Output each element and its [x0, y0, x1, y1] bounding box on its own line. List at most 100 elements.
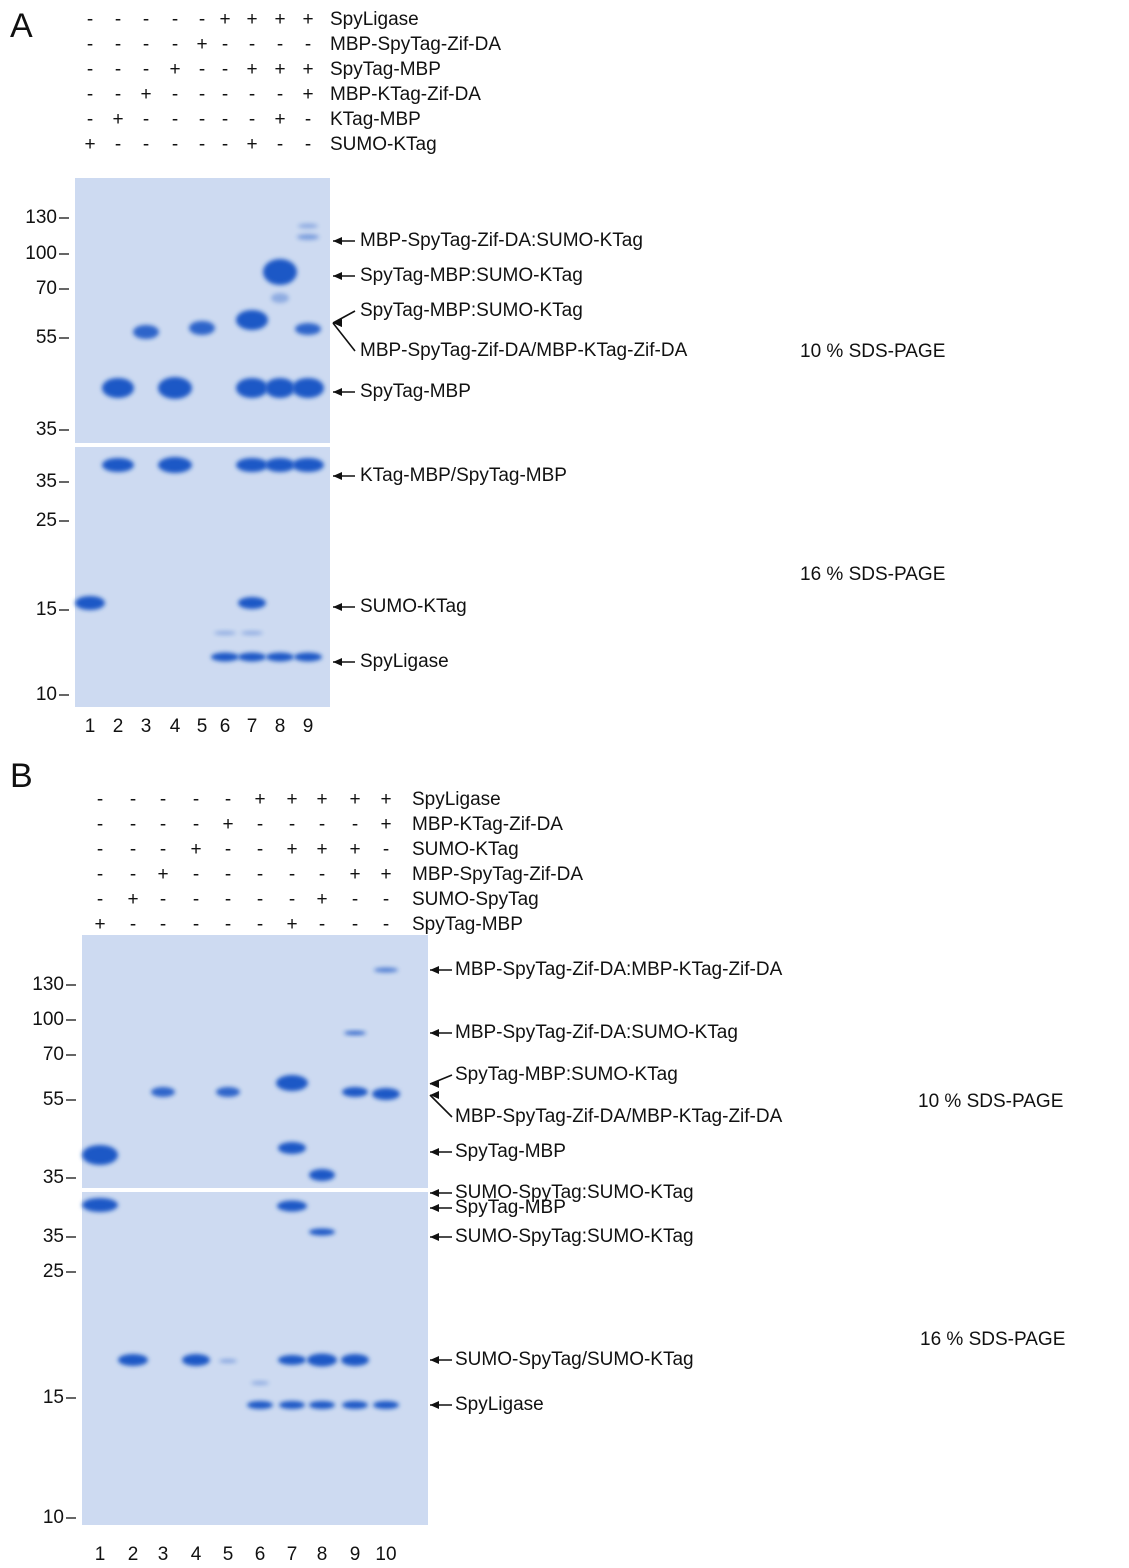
marker-label: 15 — [43, 1387, 64, 1408]
sign: + — [94, 914, 105, 935]
band — [309, 1401, 335, 1409]
lane-number: 1 — [95, 1544, 106, 1565]
band-annotation: SpyTag-MBP — [455, 1197, 566, 1218]
sign: - — [225, 914, 231, 935]
figure: A-----++++SpyLigase----+----MBP-SpyTag-Z… — [0, 0, 1129, 1568]
band — [292, 378, 324, 398]
sign: + — [316, 789, 327, 810]
sign: - — [115, 134, 121, 155]
sign: - — [172, 134, 178, 155]
sign: - — [143, 9, 149, 30]
sign: - — [97, 864, 103, 885]
lane-number: 4 — [191, 1544, 202, 1565]
band — [372, 1088, 400, 1100]
sign: + — [349, 789, 360, 810]
sign: - — [199, 84, 205, 105]
lane-number: 7 — [247, 716, 258, 737]
sign: + — [286, 839, 297, 860]
band-annotation: MBP-SpyTag-Zif-DA/MBP-KTag-Zif-DA — [455, 1106, 783, 1127]
lane-number: 9 — [303, 716, 314, 737]
sign: - — [383, 889, 389, 910]
sign: - — [383, 914, 389, 935]
sign: - — [319, 914, 325, 935]
sign: + — [274, 9, 285, 30]
gel-label: 10 % SDS-PAGE — [800, 341, 945, 362]
band — [374, 968, 398, 973]
band — [265, 458, 295, 472]
band — [342, 1087, 368, 1097]
arrow-head — [333, 237, 342, 245]
band — [271, 293, 289, 303]
sign: - — [222, 134, 228, 155]
band — [307, 1354, 337, 1367]
sign: + — [190, 839, 201, 860]
lane-number: 5 — [197, 716, 208, 737]
band — [247, 1401, 273, 1409]
gel — [75, 178, 330, 443]
band — [295, 323, 321, 335]
sign: - — [172, 109, 178, 130]
band — [342, 1401, 368, 1409]
marker-label: 35 — [36, 471, 57, 492]
marker-label: 70 — [43, 1044, 64, 1065]
lane-number: 3 — [158, 1544, 169, 1565]
sign: - — [319, 864, 325, 885]
arrow-head — [333, 472, 342, 480]
band — [75, 596, 105, 610]
sign: + — [140, 84, 151, 105]
arrow-head — [430, 1233, 439, 1241]
band-annotation: KTag-MBP/SpyTag-MBP — [360, 465, 567, 486]
sign: - — [277, 134, 283, 155]
condition-label: MBP-SpyTag-Zif-DA — [330, 34, 501, 55]
lane-number: 4 — [170, 716, 181, 737]
sign: - — [172, 9, 178, 30]
arrow-head — [333, 388, 342, 396]
sign: - — [87, 84, 93, 105]
sign: - — [87, 59, 93, 80]
band-annotation: SpyLigase — [455, 1394, 544, 1415]
marker-label: 55 — [43, 1089, 64, 1110]
band — [211, 653, 239, 662]
marker-label: 130 — [25, 207, 57, 228]
sign: + — [222, 814, 233, 835]
arrow-head — [430, 1401, 439, 1409]
sign: - — [193, 789, 199, 810]
band — [236, 310, 268, 330]
lane-number: 5 — [223, 1544, 234, 1565]
lane-number: 2 — [113, 716, 124, 737]
arrow — [333, 311, 355, 323]
sign: - — [87, 9, 93, 30]
band — [236, 378, 268, 398]
sign: - — [277, 84, 283, 105]
lane-number: 6 — [220, 716, 231, 737]
gel — [82, 935, 428, 1188]
arrow-head — [333, 272, 342, 280]
band — [263, 259, 297, 285]
band-annotation: MBP-SpyTag-Zif-DA/MBP-KTag-Zif-DA — [360, 340, 688, 361]
condition-label: SUMO-KTag — [330, 134, 437, 155]
lane-number: 10 — [375, 1544, 396, 1565]
sign: - — [130, 839, 136, 860]
band — [276, 1075, 308, 1091]
band — [238, 653, 266, 662]
sign: + — [349, 839, 360, 860]
sign: - — [249, 84, 255, 105]
marker-label: 55 — [36, 327, 57, 348]
sign: - — [352, 814, 358, 835]
sign: - — [115, 34, 121, 55]
condition-label: SpyTag-MBP — [412, 914, 523, 935]
marker-label: 35 — [43, 1226, 64, 1247]
sign: + — [84, 134, 95, 155]
gel — [75, 447, 330, 707]
band-annotation: MBP-SpyTag-Zif-DA:MBP-KTag-Zif-DA — [455, 959, 783, 980]
sign: - — [193, 864, 199, 885]
sign: - — [172, 84, 178, 105]
band — [344, 1031, 366, 1035]
marker-label: 130 — [32, 974, 64, 995]
sign: - — [193, 914, 199, 935]
lane-number: 8 — [317, 1544, 328, 1565]
sign: - — [383, 839, 389, 860]
marker-label: 10 — [36, 684, 57, 705]
panel-label: B — [10, 757, 33, 795]
arrow-head — [430, 1189, 439, 1197]
